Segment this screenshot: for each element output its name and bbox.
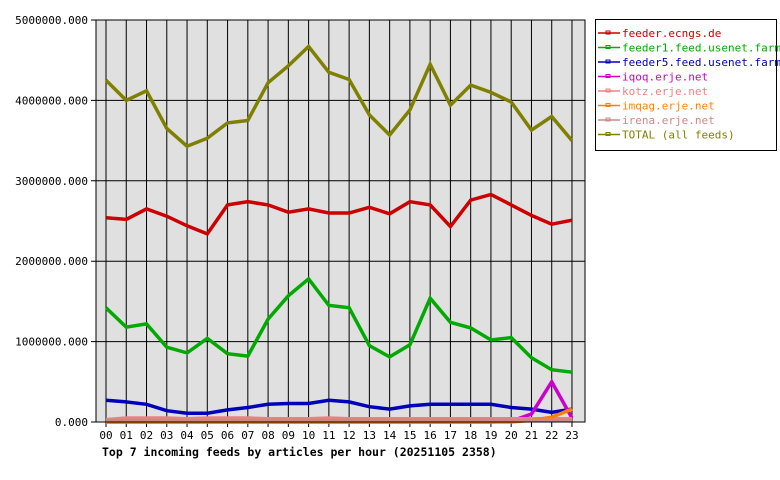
x-tick-label: 14 [383, 429, 397, 442]
legend-label: TOTAL (all feeds) [622, 129, 735, 142]
series-line [105, 398, 573, 415]
series-line [104, 43, 574, 149]
legend-marker-icon [605, 117, 611, 122]
x-tick-label: 20 [505, 429, 518, 442]
y-tick-label: 0.000 [55, 416, 88, 429]
legend-label: feeder1.feed.usenet.farm [622, 42, 780, 55]
x-tick-label: 16 [424, 429, 437, 442]
x-tick-label: 09 [282, 429, 295, 442]
x-tick-label: 07 [241, 429, 254, 442]
x-tick-label: 21 [525, 429, 538, 442]
series-line [104, 276, 573, 374]
x-tick-label: 05 [201, 429, 214, 442]
x-tick-label: 08 [261, 429, 274, 442]
y-tick-label: 1000000.000 [15, 336, 88, 349]
y-tick-label: 5000000.000 [15, 14, 88, 27]
legend-marker-icon [605, 88, 611, 93]
y-tick-label: 2000000.000 [15, 255, 88, 268]
chart-title: Top 7 incoming feeds by articles per hou… [102, 445, 497, 459]
x-tick-label: 13 [363, 429, 376, 442]
x-tick-label: 19 [484, 429, 497, 442]
x-tick-label: 12 [342, 429, 355, 442]
legend-marker-icon [605, 74, 611, 78]
x-tick-label: 00 [99, 429, 112, 442]
legend-label: feeder5.feed.usenet.farm [622, 56, 780, 69]
legend-marker-icon [605, 30, 611, 35]
x-tick-label: 17 [444, 429, 457, 442]
series-line [105, 192, 573, 237]
x-tick-label: 15 [403, 429, 416, 442]
x-tick-label: 10 [302, 429, 315, 442]
legend: feeder.ecngs.de feeder1.feed.usenet.farmf… [595, 19, 780, 151]
x-tick-label: 03 [160, 429, 173, 442]
x-tick-label: 04 [180, 429, 194, 442]
x-tick-label: 23 [565, 429, 578, 442]
legend-label: kotz.erje.net [622, 85, 708, 98]
x-tick-label: 11 [322, 429, 335, 442]
x-axis: 00 01 02 03 04 05 06 07 08 09 10 11 12 13 14 15 16 17 18 19… [99, 429, 578, 442]
legend-box [595, 19, 777, 151]
legend-label: irena.erje.net [622, 114, 715, 127]
y-tick-label: 3000000.000 [15, 175, 88, 188]
x-tick-label: 02 [140, 429, 153, 442]
x-tick-label: 22 [545, 429, 558, 442]
x-tick-label: 18 [464, 429, 477, 442]
legend-marker-icon [605, 45, 611, 49]
legend-label: imqag.erje.net [622, 100, 715, 113]
legend-label: feeder.ecngs.de [622, 27, 721, 40]
legend-marker-icon [605, 59, 611, 64]
legend-marker-icon [605, 132, 611, 136]
x-tick-label: 06 [221, 429, 234, 442]
x-tick-label: 01 [120, 429, 133, 442]
y-tick-label: 4000000.000 [15, 94, 88, 107]
legend-marker-icon [605, 103, 611, 107]
legend-label: iqoq.erje.net [622, 71, 708, 84]
grid-lines [91, 19, 585, 427]
plot-frame [95, 19, 586, 423]
y-axis: 0.000 1000000.000 2000000.000 3000000.000 40… [15, 14, 88, 429]
